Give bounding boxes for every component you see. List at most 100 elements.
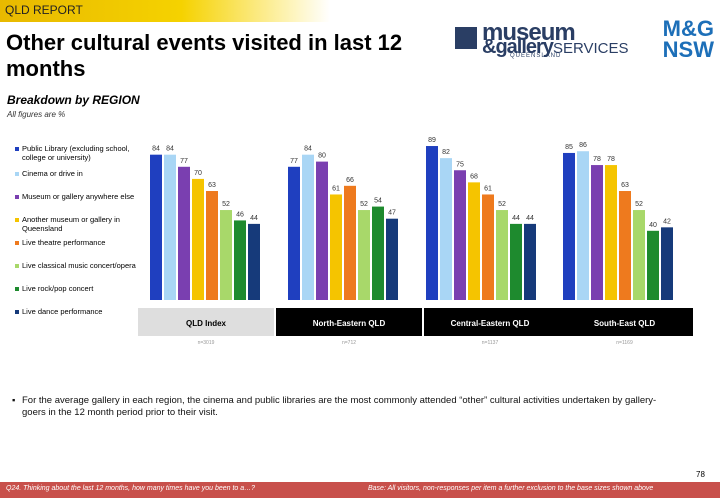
logo-line2-services: SERVICES <box>552 40 629 57</box>
data-label: 46 <box>236 211 244 218</box>
legend-item-cinema: Cinema or drive in <box>15 169 144 178</box>
legend-item-museum-anywhere: Museum or gallery anywhere else <box>15 192 144 201</box>
legend-label: Public Library (excluding school, colleg… <box>22 144 130 162</box>
bar <box>344 185 356 300</box>
data-label: 54 <box>374 198 382 205</box>
data-label: 44 <box>250 215 258 222</box>
bar <box>633 210 645 300</box>
category-label: Central-Eastern QLD <box>451 319 530 328</box>
data-label: 78 <box>607 156 615 163</box>
legend-swatch-theatre <box>15 241 19 245</box>
bar <box>302 154 314 300</box>
logo-mark-icon <box>455 27 477 49</box>
data-label: 77 <box>290 158 298 165</box>
bar <box>220 210 232 300</box>
base-size-label: n=3019 <box>198 340 215 346</box>
legend-swatch-museum-anywhere <box>15 195 19 199</box>
bar <box>150 154 162 300</box>
summary-text: For the average gallery in each region, … <box>22 395 657 418</box>
category-label: QLD Index <box>186 319 227 328</box>
bullet-icon: ▪ <box>12 395 16 406</box>
bar <box>164 154 176 300</box>
legend-label: Live rock/pop concert <box>22 284 94 293</box>
chart-subtitle: Breakdown by REGION <box>7 93 140 107</box>
legend-swatch-dance <box>15 310 19 314</box>
bar <box>591 165 603 300</box>
bar <box>577 151 589 300</box>
data-label: 44 <box>512 215 520 222</box>
legend-swatch-public-library <box>15 147 19 151</box>
bar <box>316 161 328 300</box>
data-label: 68 <box>470 173 478 180</box>
data-label: 77 <box>180 158 188 165</box>
report-banner: QLD REPORT <box>0 0 330 22</box>
data-label: 84 <box>304 146 312 153</box>
data-label: 52 <box>222 201 230 208</box>
legend-item-classical: Live classical music concert/opera <box>15 261 144 270</box>
bar <box>496 210 508 300</box>
bar-chart: 84 84 77 70 63 52 46 44 QLD Index n=3019 77 84 80 61 6… <box>138 137 693 346</box>
bar <box>482 194 494 300</box>
summary-bullet: ▪ For the average gallery in each region… <box>12 395 672 419</box>
data-label: 52 <box>360 201 368 208</box>
data-label: 61 <box>332 185 340 192</box>
logo-line2-gallery: &gallery <box>482 36 554 58</box>
footer-base-note: Base: All visitors, non-responses per it… <box>368 485 654 492</box>
category-label: North-Eastern QLD <box>313 319 386 328</box>
base-size-label: n=1137 <box>482 340 499 346</box>
page-number: 78 <box>696 470 705 479</box>
legend-swatch-classical <box>15 264 19 268</box>
data-label: 44 <box>526 215 534 222</box>
legend-item-public-library: Public Library (excluding school, colleg… <box>15 144 144 162</box>
footer-question: Q24. Thinking about the last 12 months, … <box>6 485 256 492</box>
bar <box>510 223 522 300</box>
legend-item-dance: Live dance performance <box>15 307 144 316</box>
data-label: 84 <box>166 146 174 153</box>
category-header-box <box>138 308 274 336</box>
data-label: 47 <box>388 210 396 217</box>
bar <box>563 152 575 300</box>
bar <box>206 191 218 300</box>
bar <box>178 166 190 300</box>
bar <box>192 178 204 300</box>
bar <box>426 146 438 300</box>
legend-label: Live theatre performance <box>22 238 106 247</box>
data-label: 61 <box>484 185 492 192</box>
data-label: 75 <box>456 161 464 168</box>
footer-bar: Q24. Thinking about the last 12 months, … <box>0 482 720 498</box>
data-label: 70 <box>194 170 202 177</box>
bar <box>440 158 452 300</box>
bar <box>372 206 384 300</box>
logo-line1: museum <box>482 19 576 46</box>
bar <box>661 227 673 300</box>
bar <box>288 166 300 300</box>
data-label: 66 <box>346 177 354 184</box>
legend-swatch-rockpop <box>15 287 19 291</box>
bar <box>524 223 536 300</box>
page-title: Other cultural events visited in last 12… <box>6 30 403 81</box>
legend-label: Cinema or drive in <box>22 169 83 178</box>
legend-label: Live classical music concert/opera <box>22 261 136 270</box>
bar <box>454 170 466 300</box>
legend-label: Museum or gallery anywhere else <box>22 192 135 201</box>
data-label: 42 <box>663 218 671 225</box>
mg-logo-line1: M&G <box>662 16 714 41</box>
logo-line3: QUEENSLAND <box>510 53 562 59</box>
bar <box>330 194 342 300</box>
data-label: 52 <box>635 201 643 208</box>
base-size-label: n=712 <box>342 340 356 346</box>
category-label: South-East QLD <box>594 319 656 328</box>
data-label: 85 <box>565 144 573 151</box>
legend-label: Another museum or gallery in Queensland <box>22 215 120 233</box>
legend-label: Live dance performance <box>22 307 103 316</box>
data-label: 82 <box>442 149 450 156</box>
bar <box>605 165 617 300</box>
logo-line2: &gallerySERVICES <box>482 36 629 59</box>
data-label: 86 <box>579 142 587 149</box>
data-label: 78 <box>593 156 601 163</box>
mg-logo-line2: NSW <box>662 37 714 62</box>
bar <box>386 218 398 300</box>
data-label: 40 <box>649 222 657 229</box>
base-size-label: n=1169 <box>616 340 633 346</box>
data-label: 63 <box>208 182 216 189</box>
